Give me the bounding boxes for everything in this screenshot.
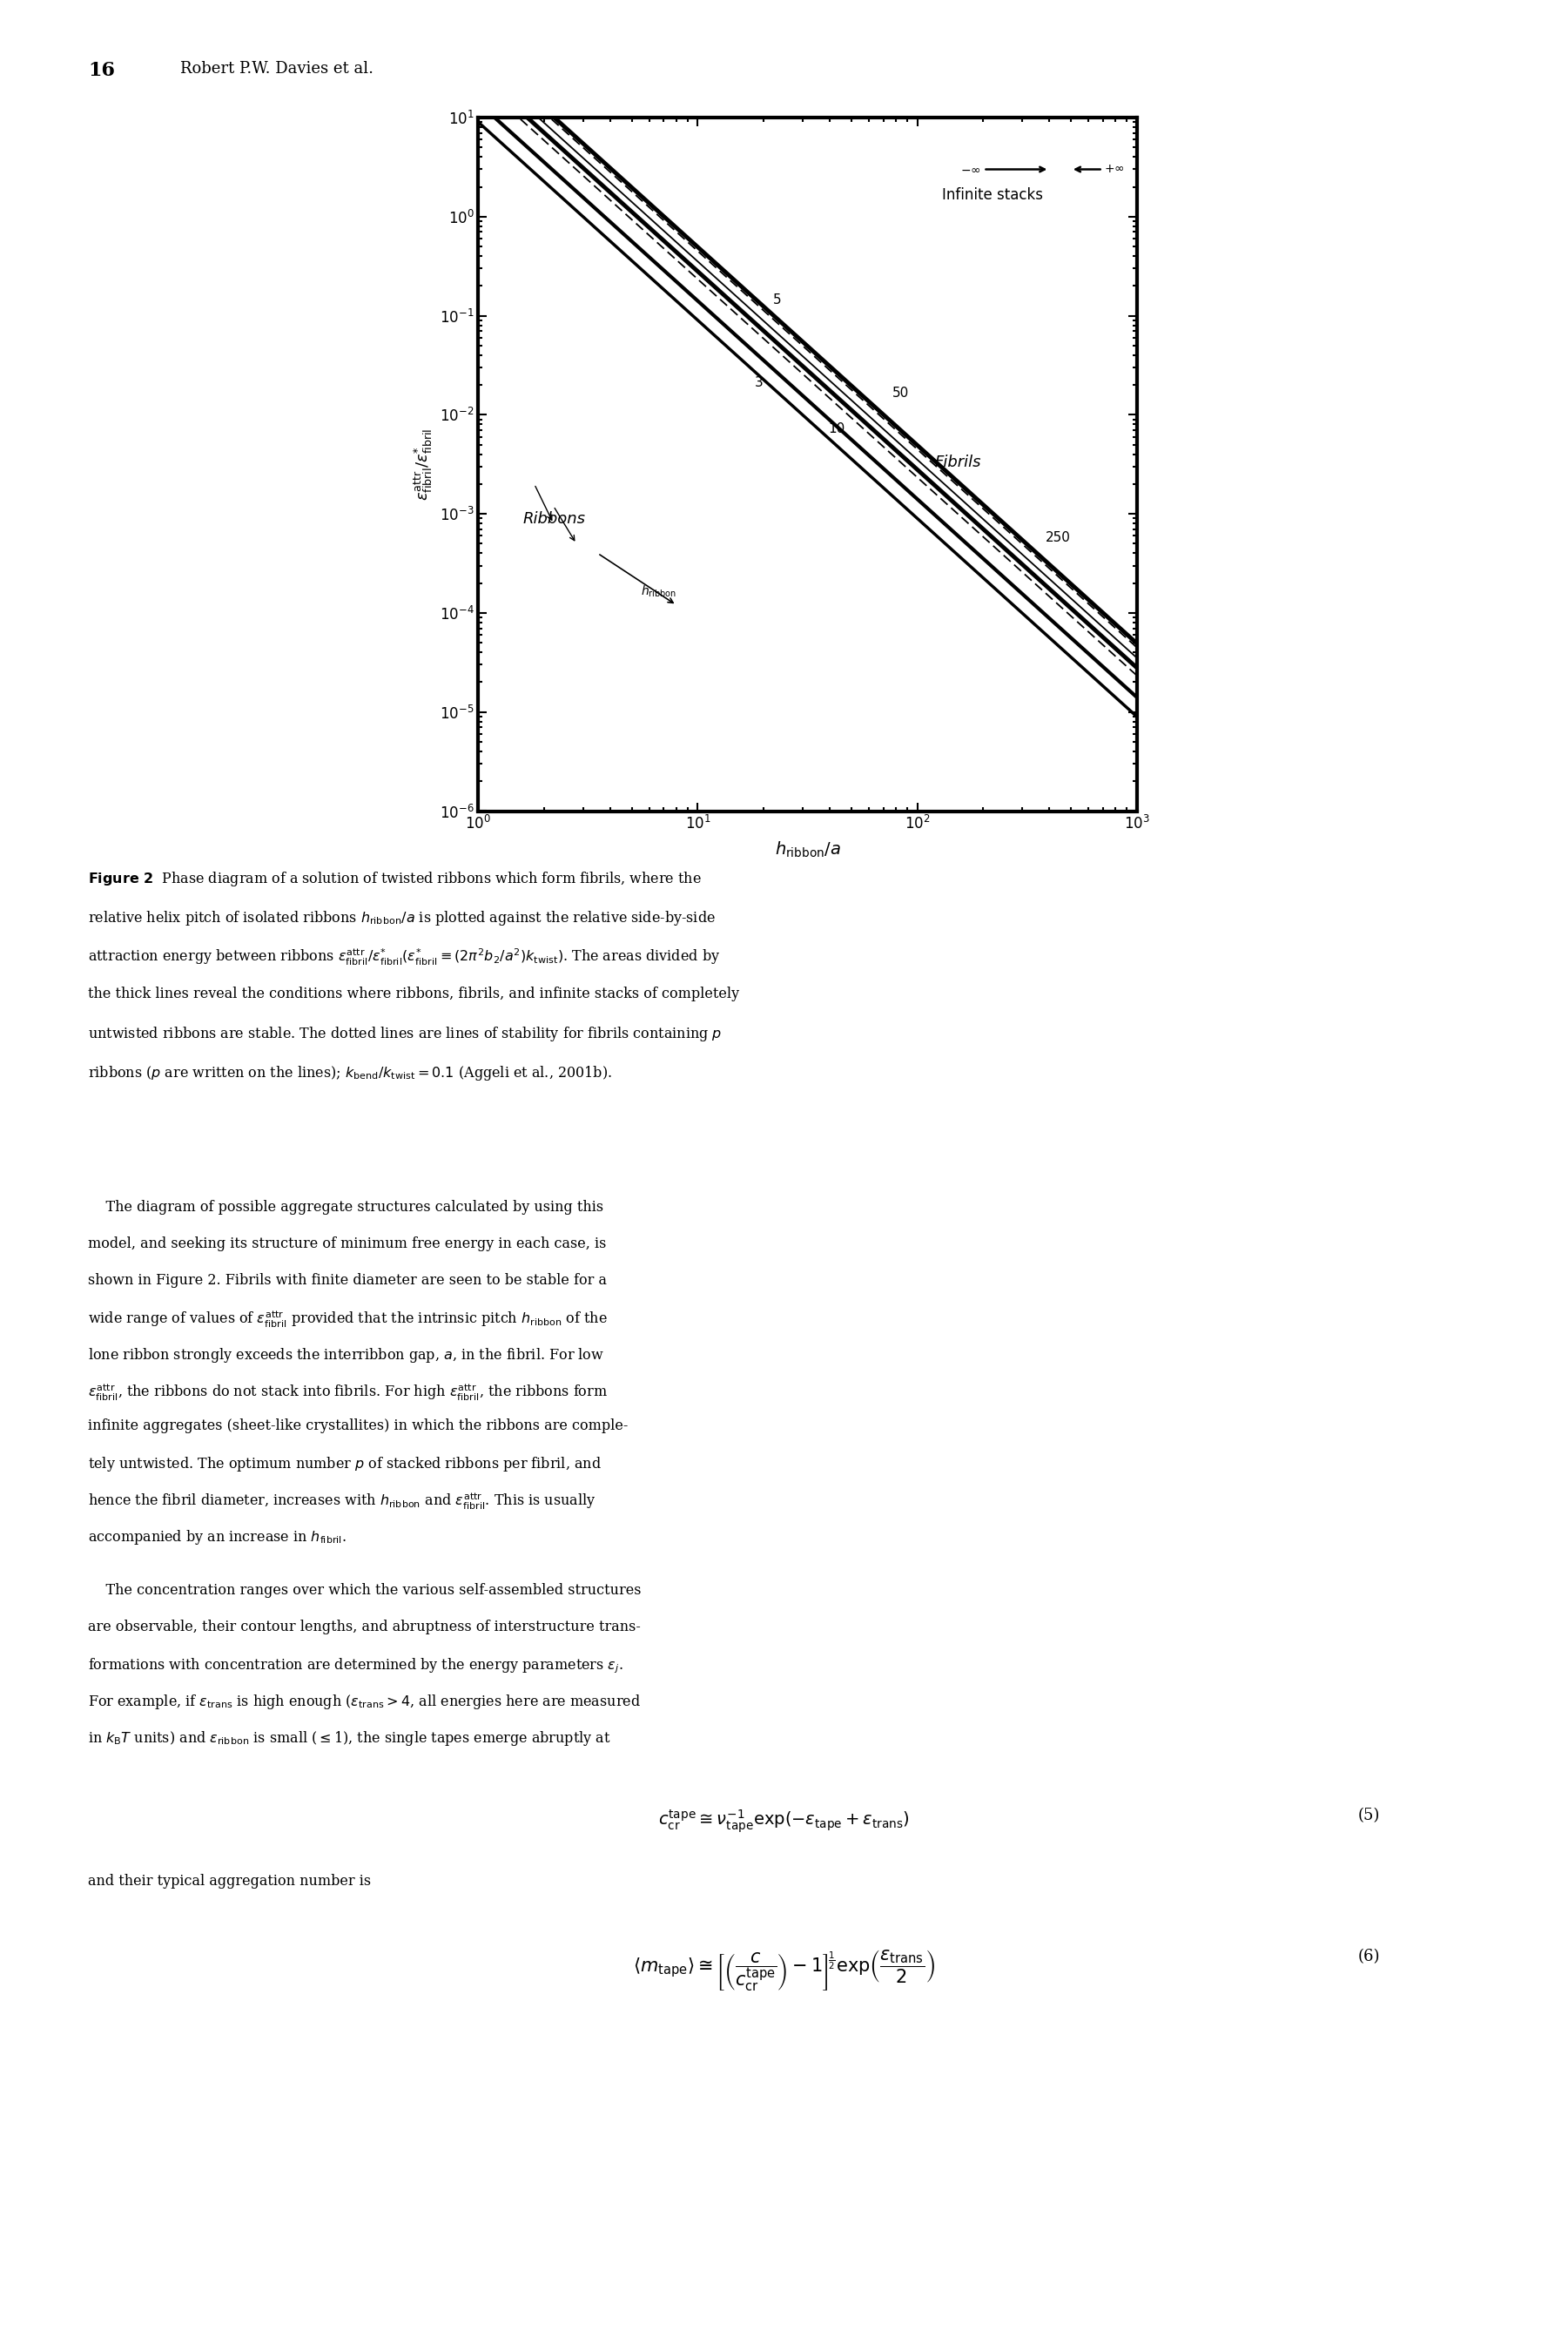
Text: 3: 3 bbox=[754, 376, 764, 388]
Text: attraction energy between ribbons $\varepsilon^{\mathrm{attr}}_{\mathrm{fibril}}: attraction energy between ribbons $\vare… bbox=[88, 947, 720, 969]
Text: 250: 250 bbox=[1046, 531, 1071, 545]
Text: tely untwisted. The optimum number $p$ of stacked ribbons per fibril, and: tely untwisted. The optimum number $p$ o… bbox=[88, 1455, 601, 1474]
Text: $\varepsilon^{\mathrm{attr}}_{\mathrm{fibril}}$, the ribbons do not stack into f: $\varepsilon^{\mathrm{attr}}_{\mathrm{fi… bbox=[88, 1382, 608, 1404]
Text: For example, if $\varepsilon_{\mathrm{trans}}$ is high enough ($\varepsilon_{\ma: For example, if $\varepsilon_{\mathrm{tr… bbox=[88, 1693, 641, 1712]
Text: Infinite stacks: Infinite stacks bbox=[942, 188, 1043, 202]
Text: The concentration ranges over which the various self-assembled structures: The concentration ranges over which the … bbox=[88, 1585, 641, 1599]
Text: formations with concentration are determined by the energy parameters $\varepsil: formations with concentration are determ… bbox=[88, 1657, 622, 1676]
Text: shown in Figure 2. Fibrils with finite diameter are seen to be stable for a: shown in Figure 2. Fibrils with finite d… bbox=[88, 1274, 607, 1288]
Text: 50: 50 bbox=[892, 388, 909, 400]
Text: hence the fibril diameter, increases with $h_{\mathrm{ribbon}}$ and $\varepsilon: hence the fibril diameter, increases wit… bbox=[88, 1493, 596, 1512]
Text: The diagram of possible aggregate structures calculated by using this: The diagram of possible aggregate struct… bbox=[88, 1201, 604, 1215]
Text: Fibrils: Fibrils bbox=[935, 454, 982, 470]
Text: the thick lines reveal the conditions where ribbons, fibrils, and infinite stack: the thick lines reveal the conditions wh… bbox=[88, 987, 739, 1002]
Text: $h_{\mathrm{ribbon}}$: $h_{\mathrm{ribbon}}$ bbox=[641, 583, 676, 600]
Text: 16: 16 bbox=[88, 61, 114, 80]
Text: $c^{\mathrm{tape}}_{\mathrm{cr}} \cong \nu^{-1}_{\mathrm{tape}}\exp(-\varepsilon: $c^{\mathrm{tape}}_{\mathrm{cr}} \cong \… bbox=[659, 1808, 909, 1834]
X-axis label: $h_{\mathrm{ribbon}}/a$: $h_{\mathrm{ribbon}}/a$ bbox=[775, 839, 840, 860]
Text: $+\infty$: $+\infty$ bbox=[1104, 162, 1124, 176]
Text: wide range of values of $\varepsilon^{\mathrm{attr}}_{\mathrm{fibril}}$ provided: wide range of values of $\varepsilon^{\m… bbox=[88, 1310, 607, 1331]
Text: accompanied by an increase in $h_{\mathrm{fibril}}$.: accompanied by an increase in $h_{\mathr… bbox=[88, 1528, 347, 1547]
Text: 5: 5 bbox=[773, 294, 781, 306]
Text: $\langle m_{\mathrm{tape}} \rangle \cong\left[\left(\dfrac{c}{c^{\mathrm{tape}}_: $\langle m_{\mathrm{tape}} \rangle \cong… bbox=[633, 1949, 935, 1994]
Text: Robert P.W. Davies et al.: Robert P.W. Davies et al. bbox=[180, 61, 373, 78]
Text: relative helix pitch of isolated ribbons $h_{\mathrm{ribbon}}/a$ is plotted agai: relative helix pitch of isolated ribbons… bbox=[88, 910, 715, 926]
Text: and their typical aggregation number is: and their typical aggregation number is bbox=[88, 1874, 372, 1888]
Y-axis label: $\varepsilon^{\mathrm{attr}}_{\mathrm{fibril}}/\varepsilon^{*}_{\mathrm{fibril}}: $\varepsilon^{\mathrm{attr}}_{\mathrm{fi… bbox=[412, 428, 434, 501]
Text: untwisted ribbons are stable. The dotted lines are lines of stability for fibril: untwisted ribbons are stable. The dotted… bbox=[88, 1025, 721, 1044]
Text: $\mathbf{Figure\ 2}$  Phase diagram of a solution of twisted ribbons which form : $\mathbf{Figure\ 2}$ Phase diagram of a … bbox=[88, 870, 701, 889]
Text: $-\infty$: $-\infty$ bbox=[960, 162, 982, 176]
Text: 10: 10 bbox=[828, 421, 845, 435]
Text: model, and seeking its structure of minimum free energy in each case, is: model, and seeking its structure of mini… bbox=[88, 1237, 607, 1251]
Text: infinite aggregates (sheet-like crystallites) in which the ribbons are comple-: infinite aggregates (sheet-like crystall… bbox=[88, 1420, 627, 1434]
Text: (5): (5) bbox=[1358, 1808, 1380, 1824]
Text: in $k_{\mathrm{B}}T$ units) and $\varepsilon_{\mathrm{ribbon}}$ is small ($\leq$: in $k_{\mathrm{B}}T$ units) and $\vareps… bbox=[88, 1730, 612, 1747]
Text: lone ribbon strongly exceeds the interribbon gap, $a$, in the fibril. For low: lone ribbon strongly exceeds the interri… bbox=[88, 1347, 604, 1364]
Text: (6): (6) bbox=[1358, 1949, 1380, 1965]
Text: ribbons ($p$ are written on the lines); $k_{\mathrm{bend}}/k_{\mathrm{twist}} = : ribbons ($p$ are written on the lines); … bbox=[88, 1063, 612, 1081]
Text: Ribbons: Ribbons bbox=[524, 510, 586, 527]
Text: are observable, their contour lengths, and abruptness of interstructure trans-: are observable, their contour lengths, a… bbox=[88, 1620, 641, 1634]
